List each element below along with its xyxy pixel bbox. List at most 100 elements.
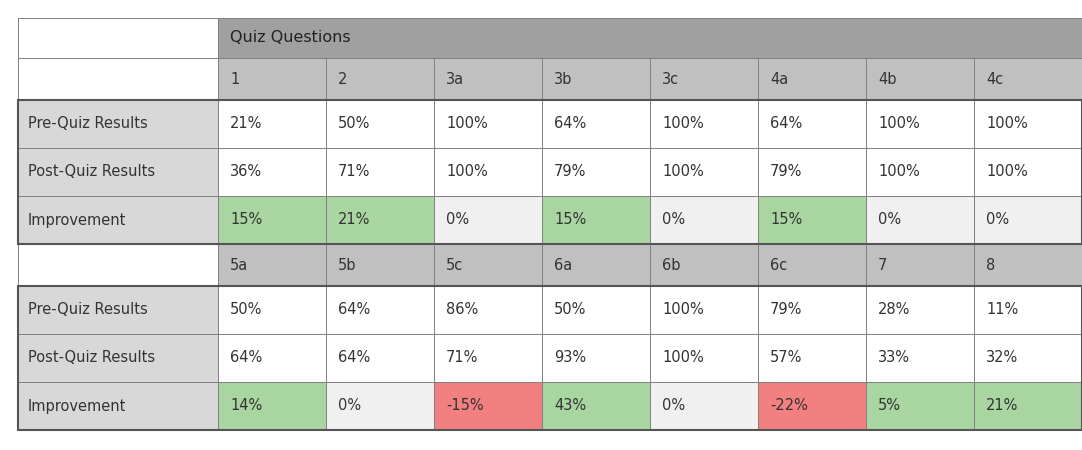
Bar — [434, 382, 542, 430]
Bar — [758, 244, 866, 286]
Bar — [18, 100, 1082, 244]
Text: 43%: 43% — [554, 399, 586, 414]
Text: 64%: 64% — [338, 302, 370, 318]
Text: 86%: 86% — [446, 302, 478, 318]
Bar — [542, 286, 650, 334]
Bar — [18, 244, 217, 286]
Bar — [974, 286, 1082, 334]
Bar — [650, 58, 758, 100]
Text: 33%: 33% — [878, 351, 910, 365]
Text: 15%: 15% — [770, 212, 802, 228]
Bar — [18, 100, 217, 148]
Text: 79%: 79% — [770, 302, 803, 318]
Bar — [217, 100, 326, 148]
Bar — [18, 382, 217, 430]
Text: -15%: -15% — [446, 399, 484, 414]
Text: 100%: 100% — [986, 117, 1028, 131]
Text: 0%: 0% — [878, 212, 901, 228]
Text: 28%: 28% — [878, 302, 910, 318]
Bar — [434, 100, 542, 148]
Text: 64%: 64% — [554, 117, 586, 131]
Text: 36%: 36% — [230, 165, 262, 180]
Text: 6c: 6c — [770, 257, 788, 273]
Text: 5%: 5% — [878, 399, 901, 414]
Bar — [866, 382, 974, 430]
Text: 15%: 15% — [230, 212, 262, 228]
Bar — [326, 334, 434, 382]
Bar — [974, 244, 1082, 286]
Bar — [434, 196, 542, 244]
Text: Improvement: Improvement — [28, 399, 127, 414]
Text: 1: 1 — [230, 72, 239, 86]
Text: 6b: 6b — [662, 257, 681, 273]
Text: Post-Quiz Results: Post-Quiz Results — [28, 165, 155, 180]
Bar — [434, 334, 542, 382]
Bar — [650, 100, 758, 148]
Bar — [217, 196, 326, 244]
Text: 21%: 21% — [986, 399, 1018, 414]
Text: 100%: 100% — [662, 302, 703, 318]
Text: 8: 8 — [986, 257, 995, 273]
Bar — [542, 100, 650, 148]
Bar — [18, 334, 217, 382]
Text: 100%: 100% — [662, 165, 703, 180]
Bar — [434, 58, 542, 100]
Bar — [217, 334, 326, 382]
Text: 64%: 64% — [230, 351, 262, 365]
Text: 71%: 71% — [446, 351, 478, 365]
Bar — [217, 382, 326, 430]
Bar — [542, 334, 650, 382]
Bar — [866, 286, 974, 334]
Bar — [434, 244, 542, 286]
Text: -22%: -22% — [770, 399, 808, 414]
Bar — [758, 100, 866, 148]
Text: 100%: 100% — [662, 117, 703, 131]
Bar — [217, 18, 1082, 58]
Text: 5c: 5c — [446, 257, 463, 273]
Bar — [650, 244, 758, 286]
Text: 100%: 100% — [662, 351, 703, 365]
Bar — [758, 286, 866, 334]
Bar — [18, 148, 217, 196]
Text: Post-Quiz Results: Post-Quiz Results — [28, 351, 155, 365]
Bar — [974, 148, 1082, 196]
Bar — [18, 286, 217, 334]
Text: 15%: 15% — [554, 212, 586, 228]
Text: 4c: 4c — [986, 72, 1003, 86]
Bar — [326, 148, 434, 196]
Bar — [18, 58, 217, 100]
Text: 7: 7 — [878, 257, 887, 273]
Text: Pre-Quiz Results: Pre-Quiz Results — [28, 302, 148, 318]
Text: 5a: 5a — [230, 257, 248, 273]
Text: 100%: 100% — [878, 165, 920, 180]
Bar — [974, 100, 1082, 148]
Text: 3c: 3c — [662, 72, 679, 86]
Text: 5b: 5b — [338, 257, 356, 273]
Text: 0%: 0% — [662, 212, 685, 228]
Bar — [866, 244, 974, 286]
Text: 0%: 0% — [986, 212, 1010, 228]
Bar — [434, 148, 542, 196]
Bar — [217, 148, 326, 196]
Bar — [542, 58, 650, 100]
Bar — [650, 334, 758, 382]
Bar — [18, 196, 217, 244]
Text: 21%: 21% — [338, 212, 370, 228]
Text: 3b: 3b — [554, 72, 572, 86]
Bar — [866, 148, 974, 196]
Text: 0%: 0% — [446, 212, 470, 228]
Text: 4a: 4a — [770, 72, 789, 86]
Text: 93%: 93% — [554, 351, 586, 365]
Bar — [18, 286, 1082, 430]
Text: 2: 2 — [338, 72, 347, 86]
Text: 100%: 100% — [446, 117, 488, 131]
Text: 57%: 57% — [770, 351, 803, 365]
Text: 50%: 50% — [338, 117, 370, 131]
Text: 79%: 79% — [770, 165, 803, 180]
Bar — [650, 286, 758, 334]
Text: 50%: 50% — [230, 302, 262, 318]
Bar — [758, 58, 866, 100]
Bar — [217, 58, 326, 100]
Bar — [326, 196, 434, 244]
Bar — [217, 286, 326, 334]
